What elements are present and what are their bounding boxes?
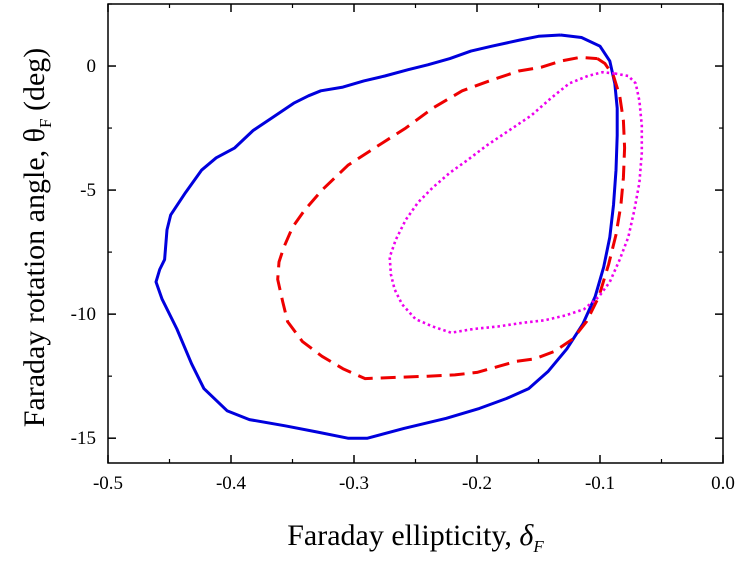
- x-tick-label: -0.4: [216, 473, 247, 494]
- series-line-dotted: [388, 70, 644, 335]
- x-axis-ticks: -0.5 -0.4 -0.3 -0.2 -0.1 0.0: [93, 4, 735, 494]
- x-tick-label: -0.2: [462, 473, 492, 494]
- x-tick-label: -0.3: [339, 473, 369, 494]
- y-axis-title-unit: (deg): [18, 48, 51, 119]
- x-axis-title: Faraday ellipticity, δF: [287, 519, 544, 556]
- y-tick-label: -10: [71, 304, 96, 325]
- y-axis-ticks: -15 -10 -5 0: [71, 3, 723, 449]
- series-layer: [154, 33, 644, 440]
- x-tick-label: 0.0: [711, 473, 735, 494]
- plot-frame: [107, 3, 724, 464]
- y-tick-label: -5: [80, 180, 96, 201]
- y-axis-title-symbol: θ: [18, 128, 51, 142]
- x-axis-title-subscript: F: [532, 537, 544, 556]
- y-axis-title-text: Faraday rotation angle,: [18, 142, 51, 427]
- y-axis-title: Faraday rotation angle, θF (deg): [18, 48, 55, 428]
- x-tick-label: -0.5: [93, 473, 123, 494]
- series-line-dashed: [276, 55, 627, 381]
- y-axis-title-subscript: F: [36, 119, 55, 128]
- x-tick-label: -0.1: [585, 473, 615, 494]
- x-axis-title-text: Faraday ellipticity,: [287, 519, 519, 552]
- series-line-solid: [154, 33, 619, 440]
- y-tick-label: -15: [71, 428, 96, 449]
- y-tick-label: 0: [87, 56, 97, 77]
- x-axis-title-symbol: δ: [519, 519, 534, 552]
